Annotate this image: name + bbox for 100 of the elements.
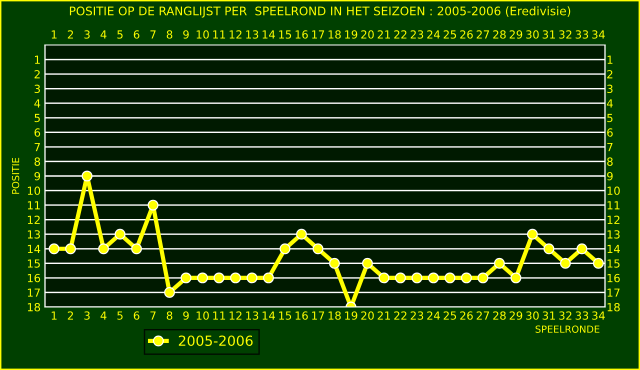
y2-tick-label: 10	[608, 186, 620, 195]
x-tick-label: 20	[361, 311, 374, 320]
x2-tick-label: 27	[476, 30, 490, 39]
y-tick-label: 10	[28, 186, 40, 195]
point	[131, 243, 142, 254]
x2-tick-label: 3	[84, 30, 90, 39]
x-tick-label: 9	[183, 311, 189, 320]
y2-tick-label: 11	[608, 201, 620, 210]
y-axis-title: POSITIE	[12, 158, 20, 194]
x2-tick-label: 26	[460, 30, 473, 39]
x2-tick-label: 8	[166, 30, 172, 39]
x-tick-label: 10	[196, 311, 209, 320]
x-tick-label: 7	[150, 312, 156, 320]
x-tick-label: 16	[296, 311, 308, 320]
point	[82, 170, 92, 182]
x-tick-label: 1	[52, 312, 57, 320]
x2-tick-label: 34	[592, 30, 605, 39]
y2-tick-label: 14	[608, 244, 620, 253]
x-tick-label: 32	[559, 311, 572, 320]
y2-tick-label: 12	[608, 216, 620, 224]
x2-tick-label: 18	[328, 30, 341, 39]
point	[494, 258, 505, 269]
x-tick-label: 31	[542, 311, 555, 320]
x2-tick-label: 9	[183, 30, 189, 39]
y2-tick-label: 3	[607, 84, 613, 94]
point	[280, 243, 290, 254]
point	[412, 272, 422, 284]
x-tick-label: 5	[117, 312, 123, 320]
point	[592, 258, 604, 269]
x2-tick-label: 16	[296, 30, 308, 39]
x2-tick-label: 7	[150, 30, 156, 39]
point	[65, 243, 76, 254]
point	[214, 272, 224, 284]
x2-tick-label: 1	[52, 30, 57, 39]
x2-tick-label: 33	[576, 30, 588, 39]
point	[180, 272, 192, 284]
x2-tick-label: 5	[117, 30, 123, 39]
y-tick-label: 17	[28, 288, 40, 297]
x-tick-label: 22	[394, 311, 406, 320]
y-tick-label: 9	[34, 172, 40, 180]
y-tick-label: 8	[34, 157, 40, 166]
x2-tick-label: 2	[68, 30, 73, 39]
x-tick-label: 34	[592, 311, 605, 320]
point	[148, 200, 158, 211]
y-tick-label: 5	[34, 114, 40, 122]
y-tick-label: 12	[28, 216, 40, 224]
point	[114, 228, 126, 240]
point	[510, 272, 522, 284]
y2-tick-label: 6	[607, 128, 613, 137]
x2-tick-label: 32	[559, 30, 572, 39]
x-tick-label: 17	[312, 312, 324, 320]
x2-tick-label: 14	[262, 30, 275, 39]
x-tick-label: 4	[100, 312, 106, 320]
point	[395, 272, 406, 284]
y-tick-label: 13	[28, 230, 40, 239]
point	[378, 272, 390, 284]
x2-tick-label: 13	[246, 30, 258, 39]
point	[461, 272, 472, 284]
point	[444, 272, 456, 284]
y-tick-label: 3	[34, 84, 40, 94]
point	[329, 258, 340, 269]
y-tick-label: 1	[34, 56, 40, 64]
point	[362, 258, 373, 269]
y-tick-label: 11	[28, 201, 40, 210]
x2-tick-label: 25	[444, 30, 456, 39]
x2-tick-label: 28	[493, 30, 506, 39]
x2-tick-label: 4	[100, 30, 106, 39]
x2-tick-label: 30	[526, 30, 539, 39]
x-tick-label: 27	[476, 311, 490, 320]
x2-tick-label: 23	[410, 30, 424, 39]
x2-tick-label: 20	[361, 30, 374, 39]
x-axis-title: SPEELRONDE	[536, 325, 600, 333]
x-tick-label: 18	[328, 311, 341, 320]
point	[576, 243, 588, 254]
x2-tick-label: 6	[134, 30, 140, 39]
point	[527, 228, 538, 240]
x2-tick-label: 22	[394, 30, 406, 39]
y-tick-label: 16	[28, 274, 40, 282]
y2-tick-label: 7	[607, 143, 613, 152]
point	[428, 272, 439, 284]
x2-tick-label: 19	[345, 30, 358, 39]
x-tick-label: 25	[444, 311, 456, 320]
point	[164, 287, 175, 298]
y-tick-label: 4	[34, 99, 40, 108]
y2-tick-label: 13	[608, 230, 620, 239]
x-tick-label: 2	[68, 311, 73, 320]
x-tick-label: 8	[166, 311, 172, 320]
x-tick-label: 33	[576, 311, 588, 320]
x-tick-label: 19	[345, 311, 358, 320]
x2-tick-label: 10	[196, 30, 209, 39]
point	[296, 228, 307, 240]
x-tick-label: 23	[410, 311, 424, 320]
x-tick-label: 15	[279, 312, 292, 320]
x-tick-label: 14	[262, 312, 275, 320]
x2-tick-label: 21	[378, 30, 390, 39]
x2-tick-label: 29	[510, 30, 522, 39]
y-tick-label: 14	[28, 244, 40, 253]
y2-tick-label: 5	[607, 114, 612, 122]
point	[246, 272, 258, 284]
point	[48, 243, 60, 254]
